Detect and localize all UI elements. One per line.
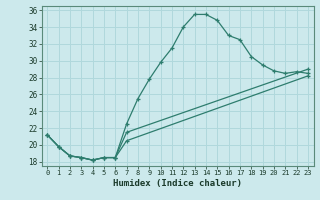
X-axis label: Humidex (Indice chaleur): Humidex (Indice chaleur) [113, 179, 242, 188]
